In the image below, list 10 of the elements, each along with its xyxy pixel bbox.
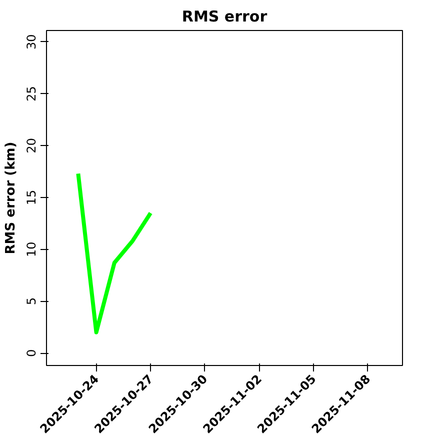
y-tick-label: 25 [24,86,38,102]
line-series [76,172,153,334]
y-axis-title: RMS error (km) [4,142,18,254]
y-tick-label: 30 [24,34,38,50]
chart-title: RMS error [182,8,268,26]
y-tick-label: 15 [24,190,38,206]
y-tick-label: 0 [24,349,38,357]
y-tick-label: 5 [24,297,38,306]
y-tick-label: 20 [24,138,38,154]
y-tick-label: 10 [24,242,38,257]
